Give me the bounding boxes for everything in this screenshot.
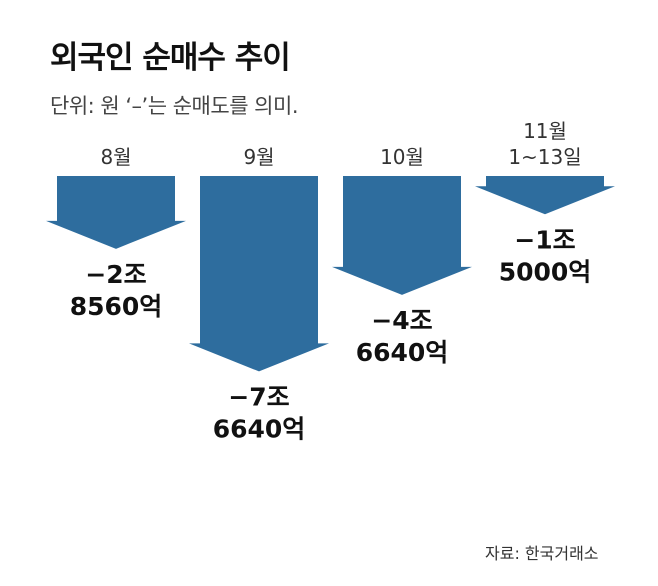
arrow-bar [332, 176, 472, 295]
category-label: 8월 [100, 145, 131, 169]
value-label: 6640억 [356, 338, 449, 367]
value-label: 8560억 [70, 292, 163, 321]
category-label: 1~13일 [508, 145, 581, 169]
value-label: −2조 [85, 260, 146, 289]
category-label: 11월 [523, 119, 567, 143]
arrow-bar [46, 176, 186, 249]
value-label: −4조 [371, 306, 432, 335]
value-label: −7조 [228, 382, 289, 411]
arrow-bar [189, 176, 329, 372]
value-label: −1조 [514, 225, 575, 254]
value-label: 6640억 [213, 414, 306, 443]
value-label: 5000억 [499, 257, 592, 286]
chart-title: 외국인 순매수 추이 [50, 40, 291, 76]
source-note: 자료: 한국거래소 [485, 544, 599, 563]
category-label: 9월 [243, 145, 274, 169]
unit-note: 단위: 원 ‘–’는 순매도를 의미. [50, 94, 299, 118]
arrow-bar [475, 176, 615, 215]
category-label: 10월 [380, 145, 424, 169]
